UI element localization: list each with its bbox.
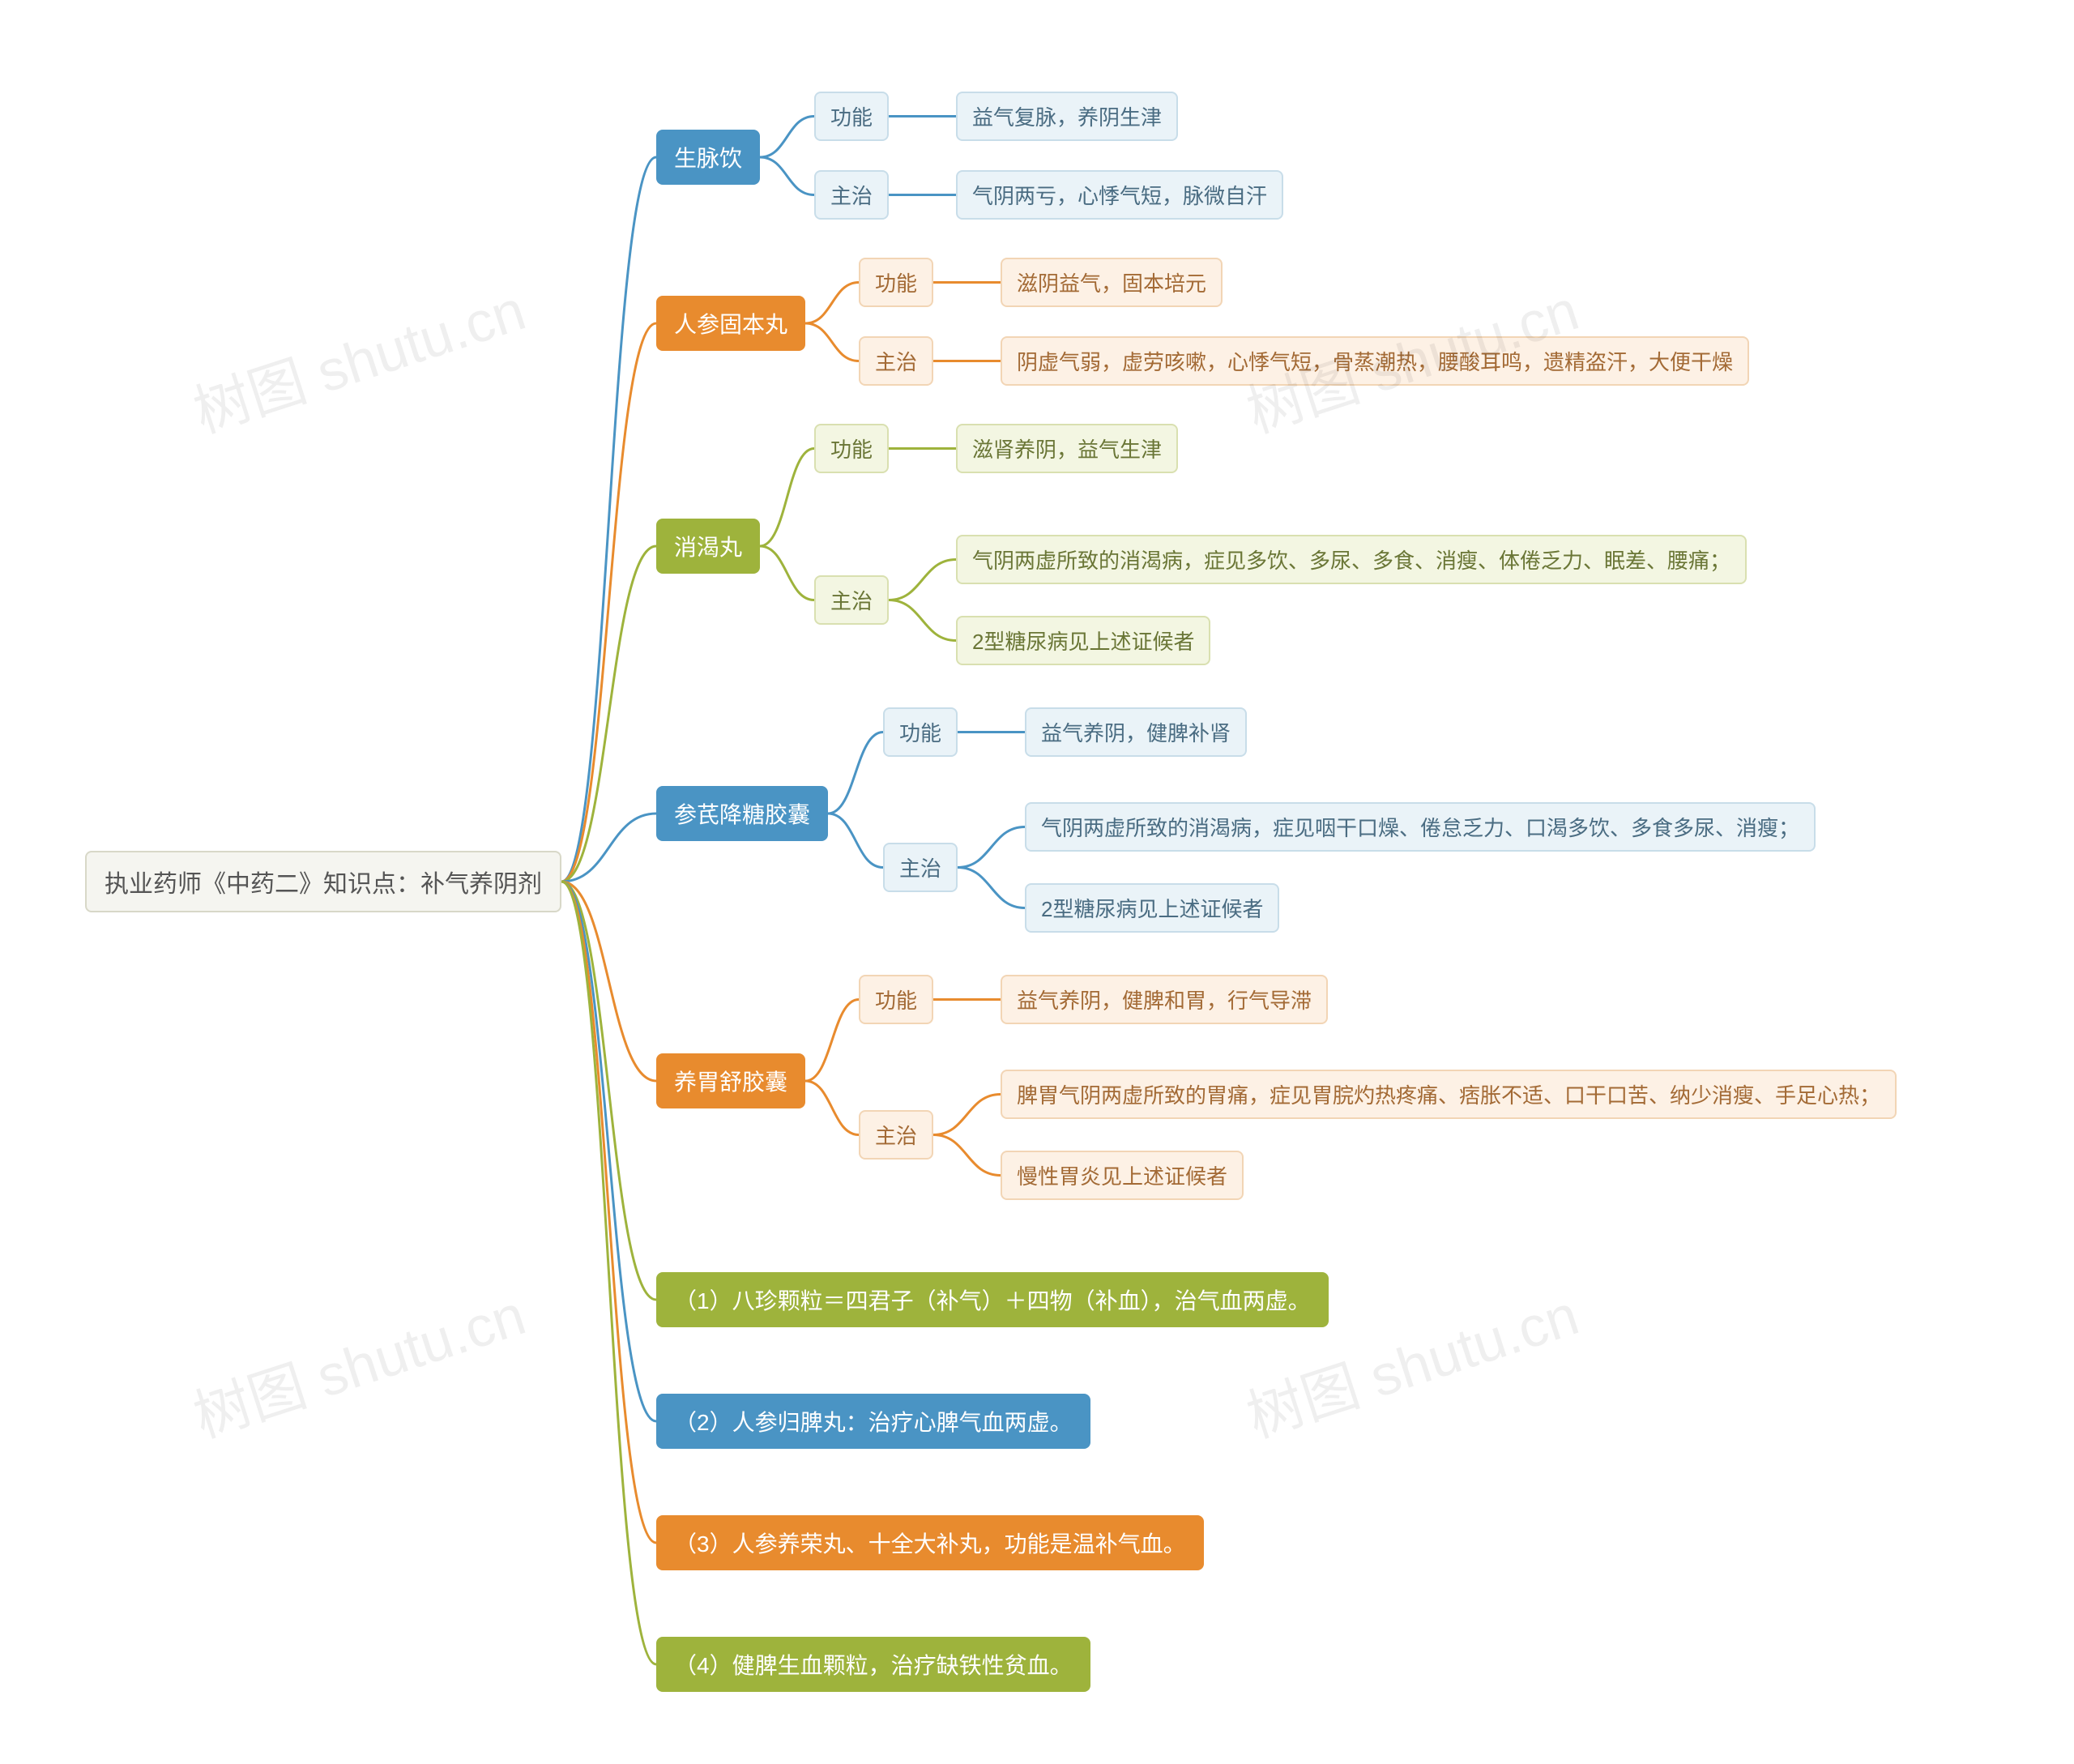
branch-b9: （4）健脾生血颗粒，治疗缺铁性贫血。 bbox=[656, 1637, 1090, 1692]
branch-b5-child-0-leaf: 益气养阴，健脾和胃，行气导滞 bbox=[1001, 975, 1328, 1024]
branch-b6: （1）八珍颗粒＝四君子（补气）＋四物（补血），治气血两虚。 bbox=[656, 1272, 1329, 1327]
branch-b3-child-1-leaf-1: 2型糖尿病见上述证候者 bbox=[956, 616, 1210, 665]
branch-b1-child-1: 主治 bbox=[814, 170, 889, 220]
branch-b5: 养胃舒胶囊 bbox=[656, 1053, 805, 1108]
branch-b4-child-0-leaf: 益气养阴，健脾补肾 bbox=[1025, 707, 1247, 757]
branch-b2-child-0: 功能 bbox=[859, 258, 933, 307]
branch-b4-child-1-leaf-1: 2型糖尿病见上述证候者 bbox=[1025, 883, 1279, 933]
branch-b1: 生脉饮 bbox=[656, 130, 760, 185]
branch-b4-child-0: 功能 bbox=[883, 707, 958, 757]
branch-b2-child-1: 主治 bbox=[859, 336, 933, 386]
root-node: 执业药师《中药二》知识点：补气养阴剂 bbox=[85, 851, 561, 912]
branch-b2-child-1-leaf: 阴虚气弱，虚劳咳嗽，心悸气短，骨蒸潮热，腰酸耳鸣，遗精盗汗，大便干燥 bbox=[1001, 336, 1749, 386]
branch-b4-child-1: 主治 bbox=[883, 843, 958, 892]
branch-b3: 消渴丸 bbox=[656, 519, 760, 574]
branch-b3-child-1-leaf-0: 气阴两虚所致的消渴病，症见多饮、多尿、多食、消瘦、体倦乏力、眠差、腰痛； bbox=[956, 535, 1747, 584]
branch-b3-child-0-leaf: 滋肾养阴，益气生津 bbox=[956, 424, 1178, 473]
watermark: 树图 shutu.cn bbox=[182, 265, 535, 449]
branch-b7: （2）人参归脾丸：治疗心脾气血两虚。 bbox=[656, 1394, 1090, 1449]
branch-b2-child-0-leaf: 滋阴益气，固本培元 bbox=[1001, 258, 1223, 307]
branch-b3-child-1: 主治 bbox=[814, 575, 889, 625]
branch-b4: 参芪降糖胶囊 bbox=[656, 786, 828, 841]
branch-b1-child-0-leaf: 益气复脉，养阴生津 bbox=[956, 92, 1178, 141]
branch-b1-child-1-leaf: 气阴两亏，心悸气短，脉微自汗 bbox=[956, 170, 1283, 220]
branch-b2: 人参固本丸 bbox=[656, 296, 805, 351]
branch-b5-child-1-leaf-1: 慢性胃炎见上述证候者 bbox=[1001, 1151, 1244, 1200]
watermark: 树图 shutu.cn bbox=[182, 1270, 535, 1454]
branch-b5-child-1: 主治 bbox=[859, 1110, 933, 1160]
branch-b3-child-0: 功能 bbox=[814, 424, 889, 473]
branch-b4-child-1-leaf-0: 气阴两虚所致的消渴病，症见咽干口燥、倦怠乏力、口渴多饮、多食多尿、消瘦； bbox=[1025, 802, 1816, 852]
branch-b8: （3）人参养荣丸、十全大补丸，功能是温补气血。 bbox=[656, 1515, 1204, 1570]
branch-b1-child-0: 功能 bbox=[814, 92, 889, 141]
branch-b5-child-0: 功能 bbox=[859, 975, 933, 1024]
branch-b5-child-1-leaf-0: 脾胃气阴两虚所致的胃痛，症见胃脘灼热疼痛、痞胀不适、口干口苦、纳少消瘦、手足心热… bbox=[1001, 1070, 1897, 1119]
